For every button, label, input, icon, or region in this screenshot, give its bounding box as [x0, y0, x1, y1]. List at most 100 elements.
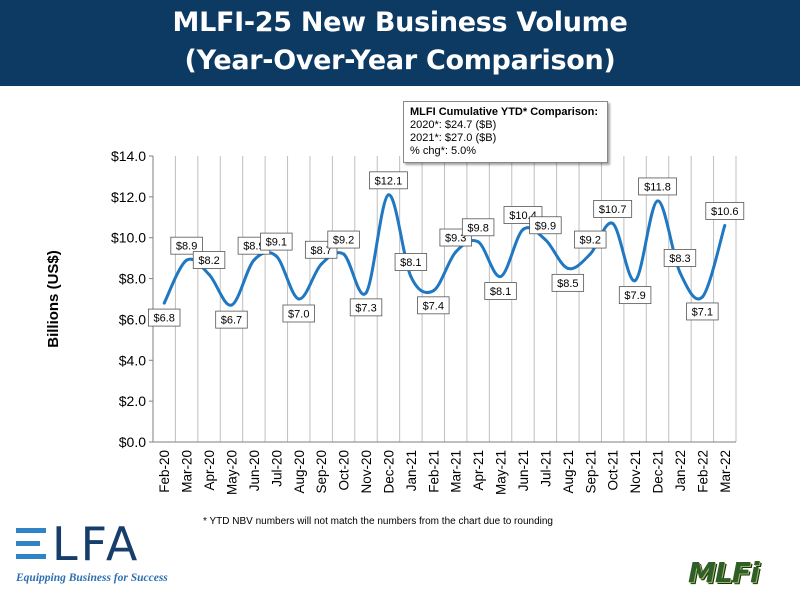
data-label-box — [705, 202, 745, 220]
y-tick-label: $14.0 — [111, 148, 146, 164]
y-tick-label: $2.0 — [119, 393, 146, 409]
data-label: $10.6 — [711, 206, 739, 218]
page-title-line-2: (Year-Over-Year Comparison) — [184, 45, 616, 76]
ytd-line-2021: 2021*: $27.0 ($B) — [410, 132, 497, 144]
data-label: $9.3 — [445, 233, 466, 245]
data-point — [162, 301, 166, 305]
x-tick-label: Dec-21 — [651, 450, 666, 494]
x-tick-label: Nov-21 — [628, 450, 643, 494]
data-point — [611, 221, 615, 225]
data-point — [543, 238, 547, 242]
ytd-box-title: MLFI Cumulative YTD* Comparison: — [410, 106, 599, 118]
data-point — [499, 275, 503, 279]
data-label-box — [638, 177, 677, 196]
data-label: $12.1 — [375, 175, 403, 187]
data-point — [521, 228, 525, 232]
y-axis-label: Billions (US$) — [45, 250, 62, 348]
data-label: $6.8 — [154, 313, 175, 325]
data-label-box — [170, 236, 203, 255]
data-label-box — [461, 218, 495, 237]
data-label: $10.7 — [599, 204, 627, 216]
x-tick-label: Apr-21 — [471, 450, 486, 491]
data-label-box — [282, 304, 315, 323]
x-tick-label: Feb-22 — [695, 450, 710, 493]
y-tick-label: $8.0 — [119, 271, 146, 287]
x-tick-label: Oct-20 — [337, 450, 352, 491]
data-label: $9.8 — [467, 222, 488, 234]
x-tick-label: Aug-21 — [561, 450, 576, 494]
data-label-box — [327, 230, 360, 249]
data-label: $7.0 — [288, 309, 309, 321]
data-label-box — [593, 200, 633, 218]
x-tick-label: Jun-21 — [516, 450, 531, 491]
data-label-box — [417, 296, 450, 315]
x-tick-label: Jul-20 — [269, 450, 284, 487]
x-tick-label: Mar-20 — [180, 450, 195, 493]
x-tick-label: Jul-21 — [538, 450, 553, 487]
data-label-box — [529, 216, 562, 235]
data-label-box — [663, 249, 697, 267]
y-tick-label: $4.0 — [119, 352, 146, 368]
data-point — [342, 252, 346, 256]
x-tick-label: Apr-20 — [202, 450, 217, 491]
ytd-comparison-box: MLFI Cumulative YTD* Comparison: 2020*: … — [403, 101, 608, 163]
x-tick-label: Jan-22 — [673, 450, 688, 491]
x-tick-label: Mar-22 — [718, 450, 733, 493]
data-label-box — [192, 251, 226, 269]
data-point — [431, 289, 435, 293]
data-point — [633, 279, 637, 283]
data-label: $9.1 — [266, 237, 287, 249]
footnote: * YTD NBV numbers will not match the num… — [203, 516, 553, 527]
data-label-box — [215, 310, 248, 329]
data-label-box — [394, 253, 428, 271]
data-point — [656, 199, 660, 203]
line-chart: $0.0 $2.0 $4.0 $6.0 $8.0 $10.0 $12.0 $14.0 Billi… — [45, 148, 745, 495]
data-label: $7.4 — [423, 300, 444, 312]
data-point — [723, 223, 727, 227]
data-label-box — [618, 286, 652, 305]
data-label-box — [551, 273, 585, 292]
data-point — [700, 295, 704, 299]
data-label: $8.5 — [557, 278, 578, 290]
data-point — [319, 262, 323, 266]
data-point — [588, 252, 592, 256]
data-label-box — [260, 232, 293, 251]
data-point — [678, 270, 682, 274]
data-point — [185, 258, 189, 262]
data-point — [274, 254, 278, 258]
data-label: $8.9 — [243, 241, 264, 253]
data-label-box — [148, 308, 181, 327]
data-point — [454, 250, 458, 254]
header-banner: MLFI-25 New Business Volume (Year-Over-Y… — [0, 0, 800, 86]
data-label-box — [369, 171, 408, 190]
x-tick-label: May-21 — [494, 450, 509, 495]
x-tick-label: Jan-21 — [404, 450, 419, 491]
data-label: $9.9 — [535, 220, 556, 232]
data-point — [364, 291, 368, 295]
x-tick-label: Jun-20 — [247, 450, 262, 491]
data-label-box — [686, 302, 719, 321]
mlfi-logo: MLFi — [688, 556, 759, 589]
x-tick-label: Dec-20 — [381, 450, 396, 494]
data-point — [229, 303, 233, 307]
data-point — [566, 266, 570, 270]
data-label-box — [349, 298, 383, 317]
y-tick-label: $6.0 — [119, 311, 146, 327]
elfa-e-mark-icon — [16, 525, 48, 563]
data-label: $8.9 — [176, 241, 197, 253]
data-label: $7.1 — [692, 306, 713, 318]
elfa-logo: LFA Equipping Business for Success — [16, 520, 168, 584]
x-tick-label: Mar-21 — [449, 450, 464, 493]
y-tick-label: $0.0 — [119, 434, 146, 450]
x-tick-label: Nov-20 — [359, 450, 374, 494]
y-tick-label: $10.0 — [111, 230, 146, 246]
data-label: $8.2 — [198, 255, 219, 267]
data-label: $9.2 — [580, 235, 601, 247]
x-tick-label: Feb-20 — [157, 450, 172, 493]
data-point — [409, 275, 413, 279]
data-label: $8.3 — [669, 253, 690, 265]
ytd-line-pct-change: % chg*: 5.0% — [410, 145, 477, 157]
data-label: $7.9 — [624, 290, 645, 302]
x-tick-label: Feb-21 — [426, 450, 441, 493]
page-title-line-1: MLFI-25 New Business Volume — [172, 7, 628, 38]
